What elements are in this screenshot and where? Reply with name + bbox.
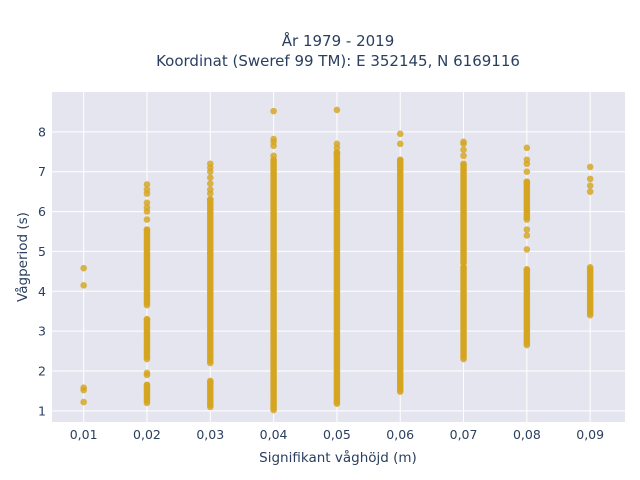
x-tick-label: 0,07: [450, 427, 478, 442]
data-point: [333, 144, 341, 152]
data-point: [80, 386, 87, 394]
y-tick-label: 8: [38, 124, 46, 139]
y-tick-label: 7: [38, 164, 46, 179]
data-point: [143, 216, 151, 223]
data-point: [523, 226, 531, 233]
y-tick-label: 4: [38, 284, 46, 299]
data-points: [80, 106, 594, 414]
data-point: [586, 163, 594, 171]
data-point: [333, 106, 341, 114]
data-point: [586, 188, 594, 195]
data-point: [206, 196, 214, 203]
chart-subtitle: Koordinat (Sweref 99 TM): E 352145, N 61…: [156, 52, 520, 70]
data-point: [523, 178, 531, 185]
data-point: [80, 398, 87, 406]
data-point: [586, 175, 594, 183]
data-point: [396, 140, 404, 148]
x-tick-label: 0,01: [70, 427, 98, 442]
x-tick-label: 0,09: [576, 427, 604, 442]
data-point: [523, 160, 531, 168]
data-point: [460, 140, 467, 148]
data-point: [523, 168, 531, 176]
data-point: [206, 190, 214, 197]
x-tick-label: 0,08: [513, 427, 541, 442]
data-point: [270, 142, 277, 150]
data-point: [333, 149, 341, 156]
data-point: [206, 168, 214, 176]
y-tick-label: 5: [38, 244, 46, 259]
data-point: [143, 315, 151, 323]
data-point: [143, 371, 151, 379]
x-tick-label: 0,05: [323, 427, 351, 442]
data-point: [396, 130, 404, 138]
data-point: [80, 281, 87, 289]
data-point: [460, 146, 467, 154]
y-tick-label: 2: [38, 363, 46, 378]
data-point: [270, 152, 277, 160]
y-axis-title: Vågperiod (s): [14, 212, 31, 302]
x-tick-label: 0,02: [133, 427, 161, 442]
x-axis-title: Signifikant våghöjd (m): [259, 449, 417, 466]
y-axis-ticks: 1 2 3 4 5 6 7 8: [38, 124, 46, 418]
data-point: [523, 246, 531, 253]
data-point: [80, 264, 87, 272]
data-point: [143, 381, 151, 389]
data-point: [523, 232, 531, 239]
data-point: [523, 144, 531, 152]
x-axis-ticks: 0,01 0,02 0,03 0,04 0,05 0,06 0,07 0,08 0,09: [70, 427, 604, 442]
data-point: [206, 174, 214, 181]
data-point: [396, 156, 404, 164]
data-point: [143, 226, 151, 233]
data-point: [206, 377, 214, 385]
data-point: [143, 190, 151, 197]
data-point: [270, 107, 277, 115]
y-tick-label: 1: [38, 403, 46, 418]
data-point: [460, 152, 467, 160]
x-tick-label: 0,04: [260, 427, 288, 442]
data-point: [143, 208, 151, 215]
data-point: [586, 264, 594, 271]
data-point: [143, 199, 151, 207]
y-tick-label: 6: [38, 204, 46, 219]
data-point: [523, 266, 531, 273]
x-tick-label: 0,06: [386, 427, 414, 442]
y-tick-label: 3: [38, 324, 46, 339]
x-tick-label: 0,03: [196, 427, 224, 442]
chart-title: År 1979 - 2019: [282, 31, 395, 50]
data-point: [206, 180, 214, 187]
data-point: [586, 182, 594, 189]
data-point: [143, 181, 151, 188]
data-point: [460, 160, 467, 168]
